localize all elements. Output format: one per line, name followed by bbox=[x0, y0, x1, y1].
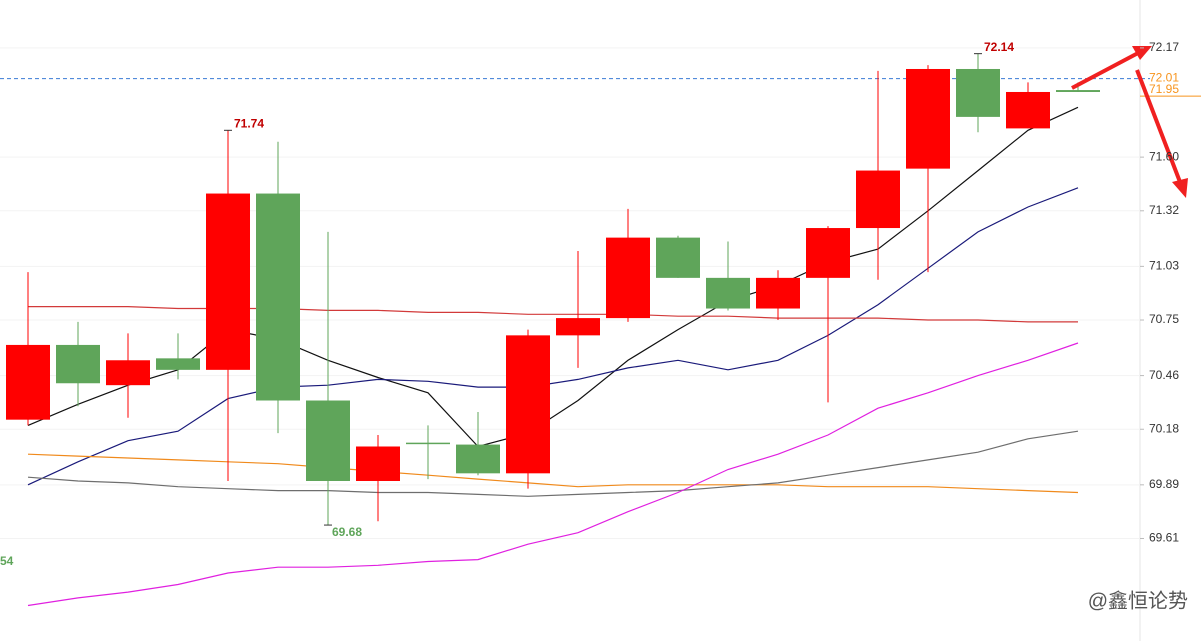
candle-body bbox=[856, 170, 900, 229]
candle-body bbox=[806, 228, 850, 278]
candle-body bbox=[406, 442, 450, 445]
arrow-head bbox=[1132, 46, 1152, 60]
high-label: 72.14 bbox=[984, 40, 1014, 54]
ma-line bbox=[27, 106, 1079, 448]
candle-body bbox=[606, 237, 650, 319]
y-tick-label: 72.17 bbox=[1149, 40, 1179, 54]
y-tick-label: 71.60 bbox=[1149, 149, 1179, 163]
candle-body bbox=[6, 344, 50, 420]
low-label: 69.68 bbox=[332, 525, 362, 539]
price-label: 71.95 bbox=[1149, 82, 1179, 96]
candle-body bbox=[456, 444, 500, 474]
candle-body bbox=[306, 400, 350, 481]
ma-line bbox=[28, 306, 1078, 323]
y-tick-label: 70.46 bbox=[1149, 368, 1179, 382]
y-tick-label: 69.61 bbox=[1149, 531, 1179, 545]
ma-line bbox=[27, 430, 1079, 497]
candle-body bbox=[206, 193, 250, 370]
candle-body bbox=[656, 237, 700, 278]
arrow-head bbox=[1172, 178, 1188, 198]
price-label: 72.01 bbox=[1149, 71, 1179, 85]
candle-body bbox=[56, 344, 100, 384]
arrow-down bbox=[1135, 69, 1182, 183]
edge-label: 54 bbox=[0, 554, 14, 568]
candle-body bbox=[756, 277, 800, 309]
watermark: @鑫恒论势 bbox=[1088, 589, 1188, 612]
candle-body bbox=[706, 277, 750, 309]
candle-body bbox=[1006, 91, 1050, 129]
candle-body bbox=[556, 318, 600, 336]
y-tick-label: 70.75 bbox=[1149, 312, 1179, 326]
ma-line bbox=[27, 453, 1079, 494]
ma-line bbox=[27, 342, 1079, 607]
y-tick-label: 69.89 bbox=[1149, 477, 1179, 491]
candle-body bbox=[956, 68, 1000, 117]
annotation-arrows bbox=[1071, 46, 1188, 198]
candle-body bbox=[1056, 90, 1100, 92]
candle-body bbox=[356, 446, 400, 481]
high-label: 71.74 bbox=[234, 116, 264, 130]
y-tick-label: 70.18 bbox=[1149, 421, 1179, 435]
ma-line bbox=[27, 187, 1079, 486]
candle-body bbox=[156, 358, 200, 370]
y-tick-label: 71.32 bbox=[1149, 203, 1179, 217]
arrow-up bbox=[1071, 50, 1141, 90]
y-tick-label: 71.03 bbox=[1149, 259, 1179, 273]
candle-body bbox=[106, 360, 150, 386]
candle-body bbox=[506, 335, 550, 474]
candle-body bbox=[906, 68, 950, 169]
candle-body bbox=[256, 193, 300, 401]
